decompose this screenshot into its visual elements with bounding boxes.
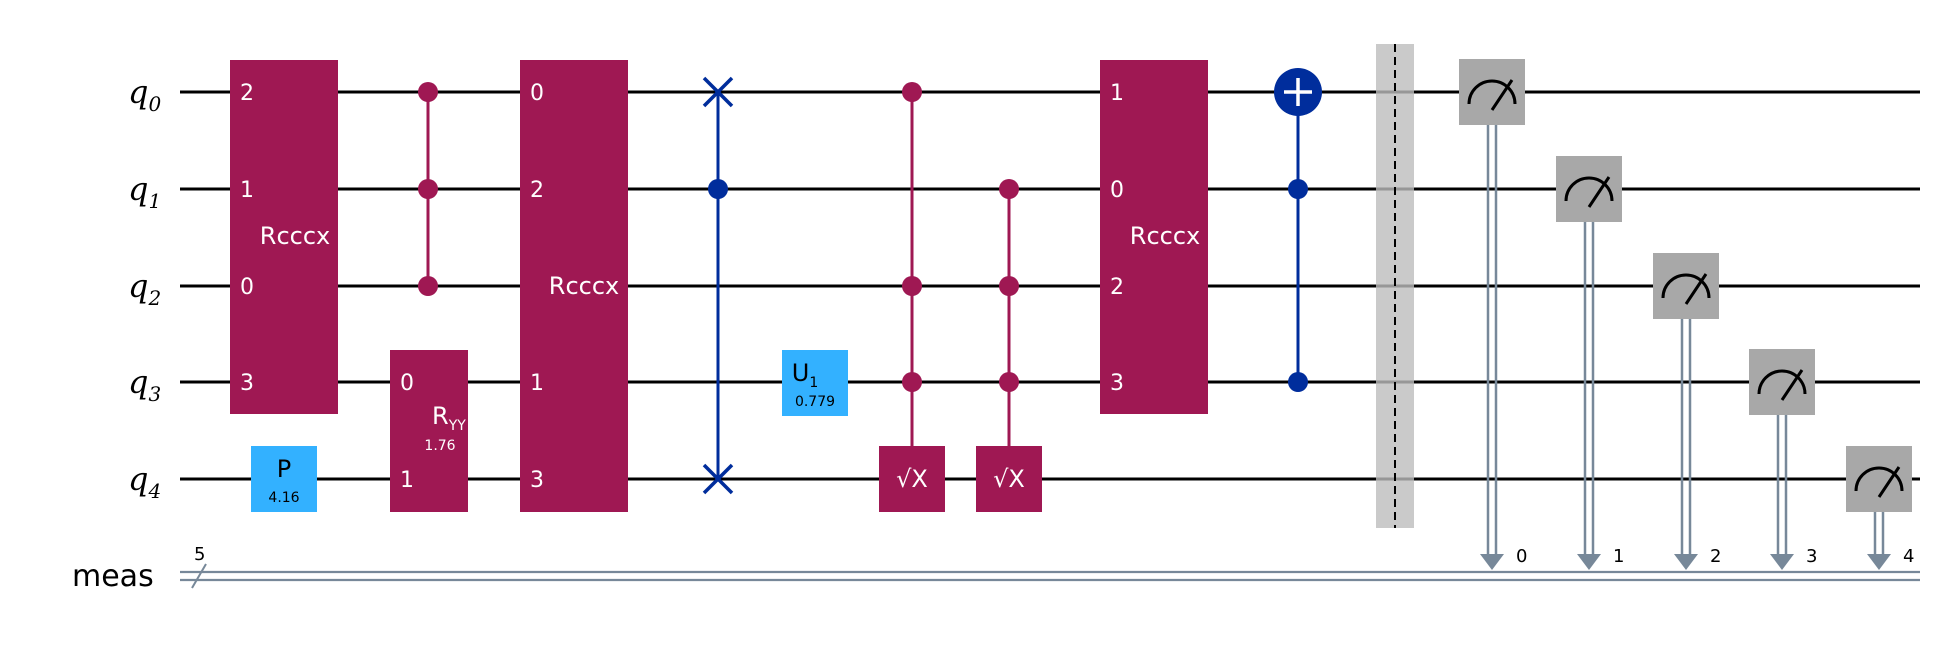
register-size: 5	[194, 544, 205, 565]
meter-icon	[1467, 79, 1517, 105]
p-gate-label: P	[277, 455, 291, 483]
cnot-gate[interactable]	[1274, 68, 1322, 392]
u1-gate[interactable]: U1 0.779	[782, 350, 848, 416]
svg-text:2: 2	[530, 178, 544, 203]
rcccx-gate-1[interactable]: 2 1 0 3 Rcccx	[230, 60, 338, 414]
svg-text:1: 1	[400, 468, 414, 493]
p-gate[interactable]: P 4.16	[251, 446, 317, 512]
svg-text:2: 2	[240, 81, 254, 106]
ryy-gate[interactable]: 0 1 RYY 1.76	[390, 350, 468, 512]
svg-text:0: 0	[530, 81, 544, 106]
meter-icon	[1661, 273, 1711, 299]
classical-bit-label: 3	[1806, 546, 1817, 567]
register-slash	[191, 563, 207, 589]
svg-text:0: 0	[240, 275, 254, 300]
rcccx-gate-3[interactable]: 1 0 2 3 Rcccx	[1100, 60, 1208, 414]
svg-text:3: 3	[1110, 371, 1124, 396]
svg-text:2: 2	[1110, 275, 1124, 300]
meter-icon	[1564, 176, 1614, 202]
qubit-label-q4: q4	[128, 460, 161, 503]
rcccx-gate-2[interactable]: 0 2 1 3 Rcccx	[520, 60, 628, 512]
qubit-label-q3: q3	[128, 363, 161, 406]
u1-gate-label: U1	[792, 359, 819, 391]
u1-gate-param: 0.779	[795, 394, 835, 410]
csx-gate-1[interactable]: √X	[879, 82, 945, 512]
qubit-label-q0: q0	[128, 73, 161, 116]
svg-text:0: 0	[400, 371, 414, 396]
classical-bit-label: 0	[1516, 546, 1527, 567]
svg-text:3: 3	[530, 468, 544, 493]
classical-bit-label: 2	[1710, 546, 1721, 567]
meter-icon	[1757, 369, 1807, 395]
rcccx-gate-1-label: Rcccx	[260, 222, 330, 250]
svg-text:1: 1	[530, 371, 544, 396]
ccz-gate[interactable]	[418, 82, 438, 296]
measure-gate-3[interactable]: 3	[1749, 349, 1817, 570]
qubit-wires	[180, 90, 1920, 481]
ryy-gate-label: RYY	[432, 402, 466, 434]
p-gate-param: 4.16	[268, 490, 299, 506]
rcccx-gate-3-label: Rcccx	[1130, 222, 1200, 250]
classical-bit-label: 4	[1903, 546, 1914, 567]
rcccx-gate-2-label: Rcccx	[549, 272, 619, 300]
csx-gate-1-label: √X	[896, 465, 928, 493]
classical-wire: 5	[180, 544, 1920, 589]
measure-gate-0[interactable]: 0	[1459, 59, 1527, 570]
qubit-label-q2: q2	[128, 267, 161, 310]
measure-gate-1[interactable]: 1	[1556, 156, 1624, 570]
qubit-label-q1: q1	[128, 170, 161, 213]
svg-text:3: 3	[240, 371, 254, 396]
measure-gate-4[interactable]: 4	[1846, 446, 1914, 570]
svg-text:1: 1	[240, 178, 254, 203]
barrier	[1376, 44, 1414, 528]
cswap-gate[interactable]	[702, 76, 734, 495]
svg-text:1: 1	[1110, 81, 1124, 106]
classical-register-label: meas	[72, 559, 154, 594]
measure-gate-2[interactable]: 2	[1653, 253, 1721, 570]
ryy-gate-param: 1.76	[424, 438, 455, 454]
svg-text:0: 0	[1110, 178, 1124, 203]
csx-gate-2[interactable]: √X	[976, 179, 1042, 512]
csx-gate-2-label: √X	[993, 465, 1025, 493]
qubit-labels: q0 q1 q2 q3 q4 meas	[72, 73, 161, 594]
classical-bit-label: 1	[1613, 546, 1624, 567]
meter-icon	[1854, 466, 1904, 492]
